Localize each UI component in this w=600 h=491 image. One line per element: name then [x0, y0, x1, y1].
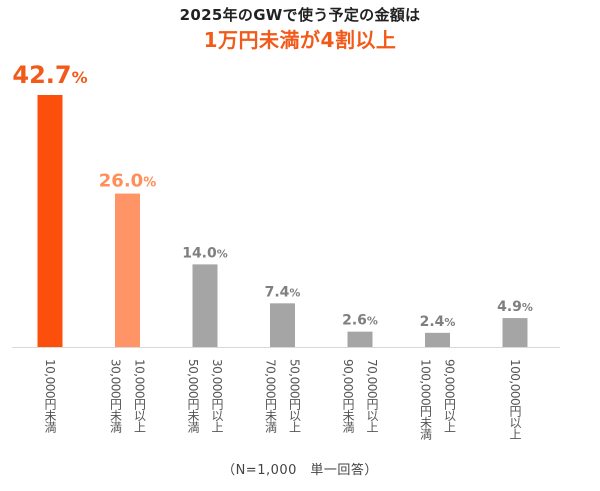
sample-note: （N=1,000 単一回答）	[222, 463, 378, 478]
bar	[502, 318, 528, 347]
category-label: 10,000円未満	[43, 359, 57, 434]
bar	[270, 303, 295, 347]
category-label: 100,000円以上	[508, 359, 522, 440]
value-label: 7.4%	[265, 284, 301, 300]
chart-title: 2025年のGWで使う予定の金額は	[179, 6, 421, 24]
category-label: 70,000円未満	[264, 359, 278, 434]
value-label: 2.6%	[342, 313, 378, 329]
value-label: 42.7%	[12, 61, 87, 89]
category-label: 100,000円未満	[419, 359, 433, 441]
category-label: 50,000円未満	[186, 359, 200, 434]
value-label: 26.0%	[99, 171, 156, 192]
value-label: 2.4%	[420, 314, 456, 330]
bar	[115, 193, 140, 347]
category-label: 70,000円以上	[365, 359, 379, 433]
chart-subtitle: 1万円未満が4割以上	[203, 28, 397, 52]
bar	[425, 332, 450, 347]
category-label: 90,000円以上	[443, 359, 457, 433]
value-label: 14.0%	[182, 245, 228, 261]
category-label: 30,000円以上	[210, 359, 224, 433]
bar	[347, 331, 373, 347]
category-label: 10,000円以上	[133, 359, 147, 433]
bar	[192, 264, 218, 347]
value-label: 4.9%	[497, 299, 533, 315]
category-label: 50,000円以上	[288, 359, 302, 433]
category-label: 90,000円未満	[341, 359, 355, 434]
category-label: 30,000円未満	[109, 359, 123, 434]
bar	[37, 95, 63, 347]
chart-title-block: 2025年のGWで使う予定の金額は 1万円未満が4割以上	[0, 4, 600, 54]
